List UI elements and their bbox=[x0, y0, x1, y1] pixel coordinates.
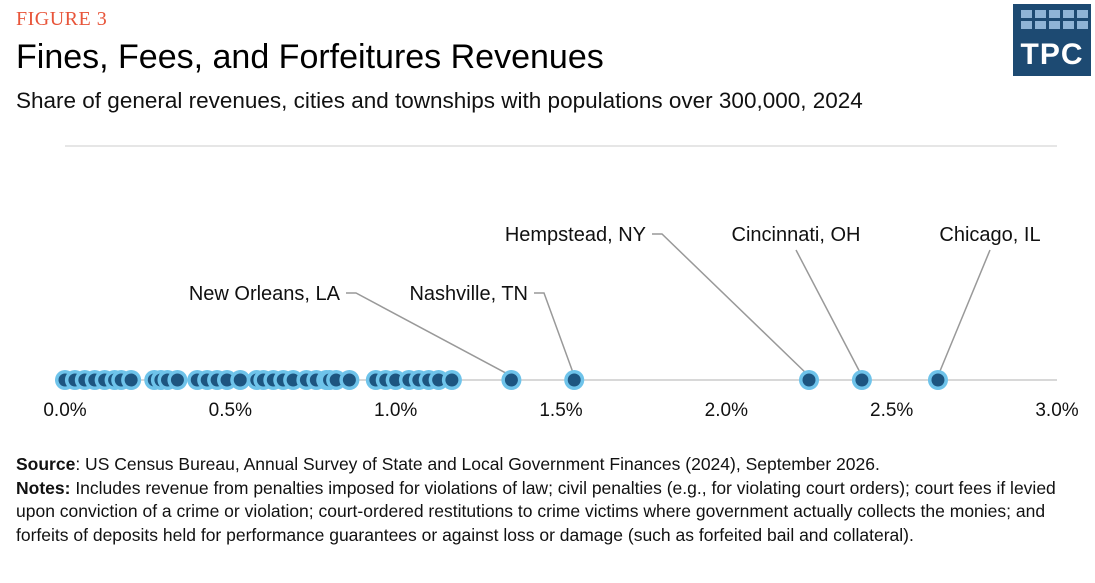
leader-line bbox=[652, 233, 810, 377]
figure-label: FIGURE 3 bbox=[16, 8, 108, 30]
notes-note: Notes: Includes revenue from penalties i… bbox=[16, 477, 1076, 548]
annotation-label: Hempstead, NY bbox=[505, 224, 646, 246]
logo-grid-icon bbox=[1021, 10, 1088, 29]
data-point bbox=[851, 370, 872, 390]
x-tick-label: 0.0% bbox=[43, 400, 86, 421]
leader-line bbox=[534, 292, 575, 377]
source-text: : US Census Bureau, Annual Survey of Sta… bbox=[75, 454, 880, 474]
data-point bbox=[564, 370, 585, 390]
annotation-leaders bbox=[346, 233, 991, 377]
annotation-label: New Orleans, LA bbox=[189, 283, 341, 305]
chart-subtitle: Share of general revenues, cities and to… bbox=[16, 88, 863, 113]
data-point bbox=[441, 370, 462, 390]
x-tick-label: 2.5% bbox=[870, 400, 913, 421]
data-point bbox=[339, 370, 360, 390]
footnotes: Source: US Census Bureau, Annual Survey … bbox=[16, 453, 1076, 547]
x-tick-label: 3.0% bbox=[1035, 400, 1078, 421]
annotation-labels: New Orleans, LA Nashville, TN Hempstead, N… bbox=[189, 224, 1041, 305]
data-point bbox=[927, 370, 948, 390]
data-point bbox=[799, 370, 819, 390]
source-label: Source bbox=[16, 454, 76, 474]
source-note: Source: US Census Bureau, Annual Survey … bbox=[16, 453, 1076, 477]
notes-text: Includes revenue from penalties imposed … bbox=[16, 477, 1056, 545]
x-tick-label: 1.0% bbox=[374, 400, 417, 421]
leader-line bbox=[795, 249, 863, 377]
x-tick-labels: 0.0% 0.5% 1.0% 1.5% 2.0% 2.5% 3.0% bbox=[43, 400, 1078, 421]
data-point bbox=[167, 370, 188, 390]
leader-line bbox=[346, 292, 512, 377]
annotation-label: Nashville, TN bbox=[409, 283, 528, 305]
data-point bbox=[501, 370, 522, 390]
leader-line bbox=[937, 249, 991, 377]
annotation-label: Chicago, IL bbox=[939, 224, 1040, 246]
annotation-label: Cincinnati, OH bbox=[732, 224, 861, 246]
dot-plot-chart: New Orleans, LA Nashville, TN Hempstead, N… bbox=[43, 145, 1079, 421]
x-tick-label: 2.0% bbox=[705, 400, 748, 421]
notes-label: Notes: bbox=[16, 477, 71, 498]
data-point bbox=[230, 370, 251, 390]
chart-title: Fines, Fees, and Forfeitures Revenues bbox=[16, 38, 604, 76]
data-points bbox=[55, 370, 948, 390]
data-point bbox=[121, 370, 142, 390]
x-tick-label: 0.5% bbox=[209, 400, 252, 421]
x-tick-label: 1.5% bbox=[539, 400, 582, 421]
tpc-logo: TPC bbox=[1013, 4, 1091, 76]
logo-text: TPC bbox=[1020, 38, 1084, 71]
